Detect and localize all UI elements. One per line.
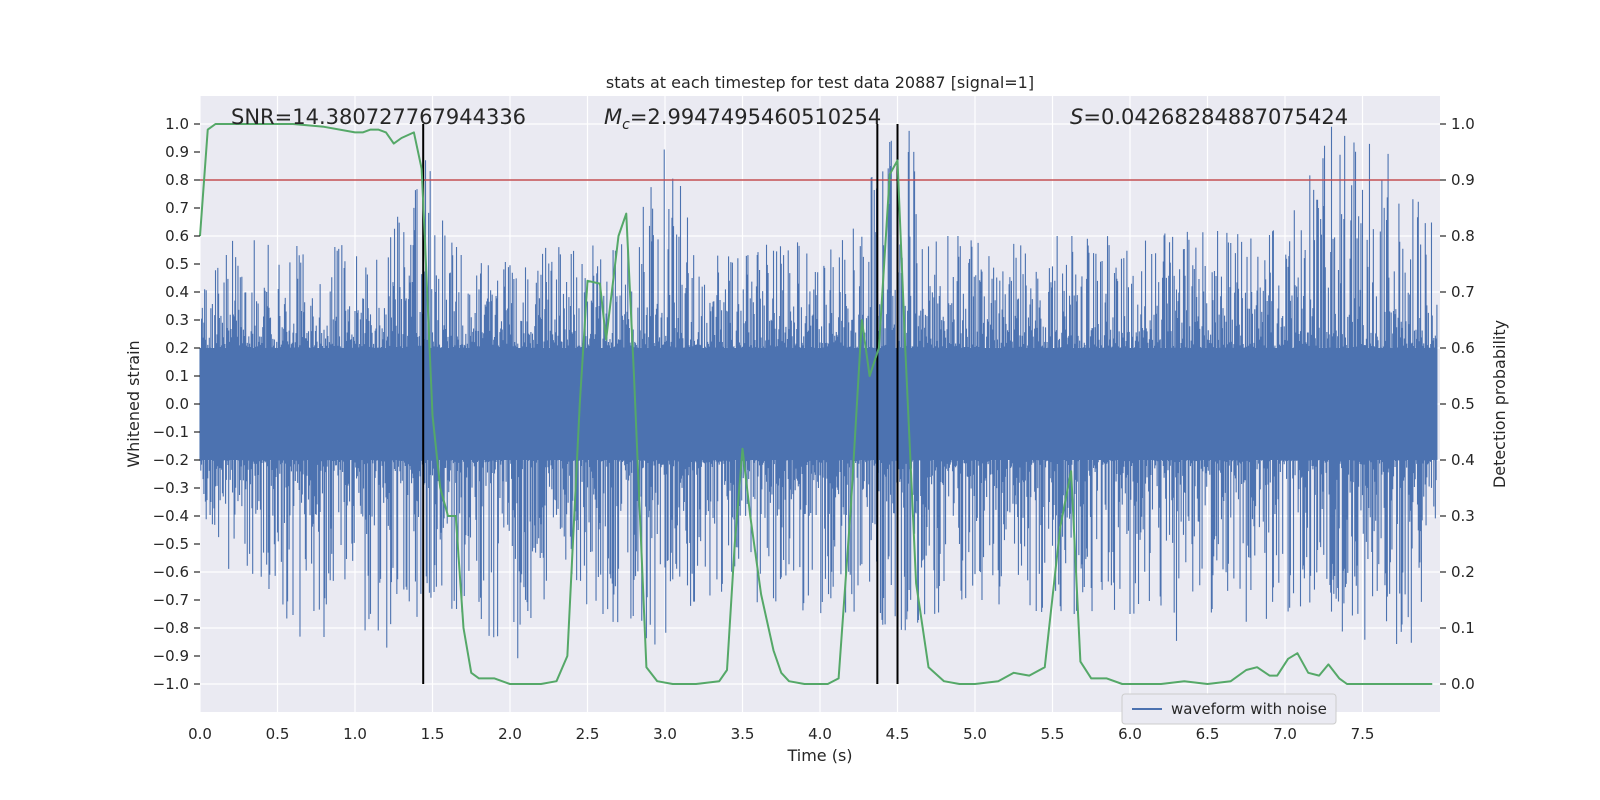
y-tick-label-left-20: −1.0 <box>153 675 189 693</box>
y-tick-label-right-3: 0.7 <box>1451 283 1475 301</box>
y-tick-label-left-5: 0.5 <box>165 255 189 273</box>
y-axis-label-left: Whitened strain <box>124 340 143 467</box>
y-tick-label-left-13: −0.3 <box>153 479 189 497</box>
mc-symbol: M <box>604 105 622 129</box>
x-tick-label-3: 1.5 <box>421 725 445 743</box>
y-tick-label-right-4: 0.6 <box>1451 339 1475 357</box>
x-tick-labels: 0.0 0.5 1.0 1.5 2.0 2.5 3.0 3.5 4.0 4.5 5.0 5.5 6.0 6… <box>188 725 1374 743</box>
x-tick-label-10: 5.0 <box>963 725 987 743</box>
x-tick-label-11: 5.5 <box>1041 725 1065 743</box>
y-tick-label-left-8: 0.2 <box>165 339 189 357</box>
x-tick-label-15: 7.5 <box>1351 725 1375 743</box>
s-symbol: S <box>1070 105 1083 129</box>
x-tick-label-8: 4.0 <box>808 725 832 743</box>
y-tick-label-left-19: −0.9 <box>153 647 189 665</box>
y-axis-label-right: Detection probability <box>1490 320 1509 488</box>
chart-title: stats at each timestep for test data 208… <box>606 73 1034 92</box>
y-tick-label-left-11: −0.1 <box>153 423 189 441</box>
probability-line <box>199 123 1433 685</box>
x-tick-label-9: 4.5 <box>886 725 910 743</box>
x-tick-label-12: 6.0 <box>1118 725 1142 743</box>
x-tick-label-7: 3.5 <box>731 725 755 743</box>
y-tick-label-left-4: 0.6 <box>165 227 189 245</box>
legend: waveform with noise <box>1121 693 1337 725</box>
x-tick-label-2: 1.0 <box>343 725 367 743</box>
s-value: =0.04268284887075424 <box>1083 105 1348 129</box>
x-tick-label-5: 2.5 <box>576 725 600 743</box>
x-tick-label-4: 2.0 <box>498 725 522 743</box>
waveform-series <box>199 126 1438 659</box>
y-tick-label-left-12: −0.2 <box>153 451 189 469</box>
y-tick-label-right-6: 0.4 <box>1451 451 1475 469</box>
snr-annotation: SNR=14.380727767944336 <box>231 105 526 129</box>
y-tick-label-left-10: 0.0 <box>165 395 189 413</box>
waveform-core-band <box>200 348 1437 460</box>
y-tick-label-left-17: −0.7 <box>153 591 189 609</box>
y-tick-label-left-18: −0.8 <box>153 619 189 637</box>
s-annotation: S=0.04268284887075424 <box>1070 105 1348 129</box>
legend-label: waveform with noise <box>1171 700 1327 718</box>
mc-subscript: c <box>622 117 630 133</box>
y-tick-label-left-15: −0.5 <box>153 535 189 553</box>
y-tick-label-left-6: 0.4 <box>165 283 189 301</box>
y-tick-label-left-16: −0.6 <box>153 563 189 581</box>
x-tick-label-6: 3.0 <box>653 725 677 743</box>
legend-box <box>1121 693 1337 725</box>
x-tick-label-13: 6.5 <box>1196 725 1220 743</box>
probability-series <box>199 123 1433 685</box>
y-tick-label-right-7: 0.3 <box>1451 507 1475 525</box>
y-tick-label-left-3: 0.7 <box>165 199 189 217</box>
y-tick-label-left-2: 0.8 <box>165 171 189 189</box>
y-tick-label-right-9: 0.1 <box>1451 619 1475 637</box>
x-tick-label-0: 0.0 <box>188 725 212 743</box>
y-tick-label-right-10: 0.0 <box>1451 675 1475 693</box>
y-tick-label-left-0: 1.0 <box>165 115 189 133</box>
y-tick-label-right-8: 0.2 <box>1451 563 1475 581</box>
y-tick-label-right-1: 0.9 <box>1451 171 1475 189</box>
x-tick-label-14: 7.0 <box>1273 725 1297 743</box>
y-tick-label-left-7: 0.3 <box>165 311 189 329</box>
y-tick-labels-left: 1.0 0.9 0.8 0.7 0.6 0.5 0.4 0.3 0.2 0.1 0.0 −0.1 −0.… <box>153 115 200 693</box>
y-tick-label-right-2: 0.8 <box>1451 227 1475 245</box>
x-axis-label: Time (s) <box>786 746 852 765</box>
x-tick-label-1: 0.5 <box>266 725 290 743</box>
y-tick-label-right-5: 0.5 <box>1451 395 1475 413</box>
y-tick-label-left-14: −0.4 <box>153 507 189 525</box>
mc-annotation: Mc=2.9947495460510254 <box>604 105 881 133</box>
y-tick-labels-right: 1.0 0.9 0.8 0.7 0.6 0.5 0.4 0.3 0.2 0.1 0.0 <box>1440 115 1475 693</box>
mc-value: =2.9947495460510254 <box>630 105 881 129</box>
y-tick-label-left-1: 0.9 <box>165 143 189 161</box>
y-tick-label-right-0: 1.0 <box>1451 115 1475 133</box>
y-tick-label-left-9: 0.1 <box>165 367 189 385</box>
